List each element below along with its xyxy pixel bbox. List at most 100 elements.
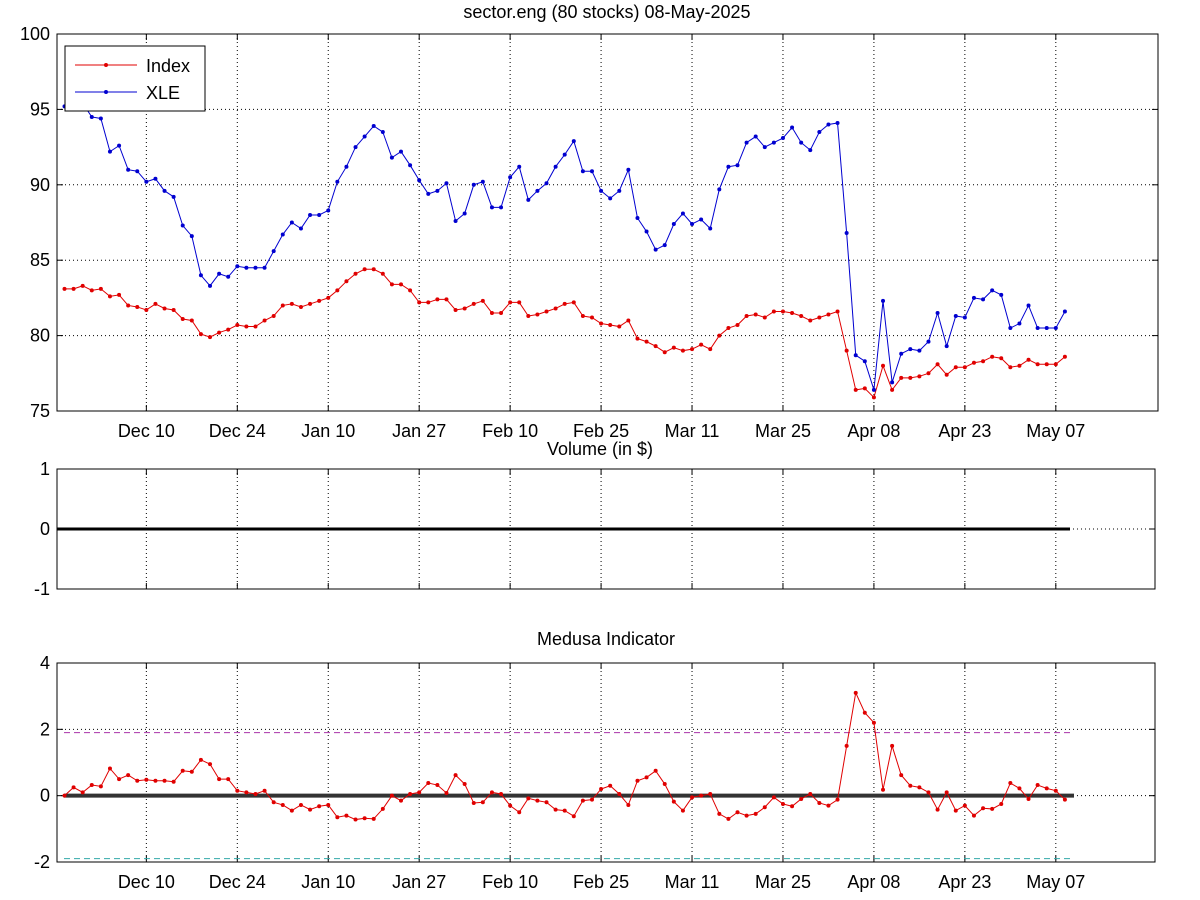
xle-series-point xyxy=(790,125,795,130)
x-tick-label: Feb 10 xyxy=(482,421,538,441)
index-series-point xyxy=(380,271,385,276)
price-y-axis: 75 80 85 90 95 100 xyxy=(20,24,1158,421)
index-series-point xyxy=(135,304,140,309)
xle-series-point xyxy=(762,145,767,150)
medusa-series-point xyxy=(981,806,986,811)
index-series-point xyxy=(535,312,540,317)
xle-series-point xyxy=(553,164,558,169)
xle-series-point xyxy=(280,232,285,237)
medusa-series-point xyxy=(753,811,758,816)
index-series-point xyxy=(1008,365,1013,370)
xle-series-point xyxy=(962,315,967,320)
xle-series-point xyxy=(735,163,740,168)
index-series-point xyxy=(462,306,467,311)
index-series-point xyxy=(189,318,194,323)
medusa-series-point xyxy=(444,791,449,796)
medusa-series-point xyxy=(617,792,622,797)
y-tick-label: -2 xyxy=(34,852,50,872)
medusa-series-point xyxy=(426,781,431,786)
xle-series-point xyxy=(608,196,613,201)
medusa-series-point xyxy=(726,816,731,821)
x-tick-label: Apr 08 xyxy=(847,421,900,441)
index-series-point xyxy=(881,363,886,368)
medusa-series-point xyxy=(80,790,85,795)
medusa-series-point xyxy=(862,710,867,715)
volume-y-axis: -1 0 1 xyxy=(34,459,1155,599)
index-series-point xyxy=(280,303,285,308)
index-series-point xyxy=(344,279,349,284)
medusa-series-point xyxy=(908,783,913,788)
medusa-series-point xyxy=(971,813,976,818)
medusa-series-point xyxy=(380,806,385,811)
xle-series-point xyxy=(862,359,867,364)
medusa-series-point xyxy=(271,800,276,805)
index-series-point xyxy=(162,306,167,311)
medusa-series-point xyxy=(771,795,776,800)
medusa-series-point xyxy=(1008,781,1013,786)
index-series-point xyxy=(271,314,276,318)
index-series-point xyxy=(744,314,749,318)
index-series-point xyxy=(417,300,422,305)
xle-series-point xyxy=(944,344,949,349)
index-series-point xyxy=(917,374,922,379)
index-series-point xyxy=(1026,357,1031,362)
medusa-series-point xyxy=(890,743,895,748)
xle-series-point xyxy=(317,212,322,217)
index-series-point xyxy=(671,345,676,350)
xle-series-point xyxy=(580,169,585,174)
medusa-series-point xyxy=(126,773,131,778)
medusa-series-point xyxy=(198,757,203,762)
xle-series-point xyxy=(871,387,876,392)
medusa-series-point xyxy=(871,720,876,725)
medusa-series-point xyxy=(107,766,112,771)
index-series-point xyxy=(617,324,622,329)
medusa-series-point xyxy=(408,792,413,797)
medusa-series-point xyxy=(353,817,358,822)
index-series-point xyxy=(171,307,176,312)
xle-series-point xyxy=(107,149,112,154)
xle-series-point xyxy=(262,265,267,270)
medusa-series-point xyxy=(935,807,940,812)
medusa-series-point xyxy=(953,808,958,813)
index-series-point xyxy=(735,323,740,328)
medusa-series-point xyxy=(235,788,240,793)
xle-series-point xyxy=(389,155,394,160)
index-series-point xyxy=(635,336,640,341)
index-series-point xyxy=(690,347,695,352)
xle-series-point xyxy=(890,380,895,385)
medusa-series-point xyxy=(317,804,322,809)
index-series-point xyxy=(298,304,303,309)
x-tick-label: May 07 xyxy=(1026,872,1085,892)
xle-series-point xyxy=(126,167,131,172)
medusa-series-point xyxy=(308,807,313,812)
medusa-series-point xyxy=(690,795,695,800)
index-series-point xyxy=(1053,362,1058,367)
medusa-chart-title: Medusa Indicator xyxy=(537,629,675,649)
medusa-series-point xyxy=(62,793,67,798)
index-series-point xyxy=(544,309,549,314)
medusa-series-point xyxy=(1053,788,1058,793)
xle-series-point xyxy=(917,348,922,353)
index-series-point xyxy=(844,348,849,353)
xle-series-point xyxy=(799,140,804,145)
xle-series-point xyxy=(671,222,676,227)
xle-series-point xyxy=(135,169,140,174)
x-tick-label: Feb 25 xyxy=(573,421,629,441)
index-series-point xyxy=(180,317,185,322)
y-tick-label: 0 xyxy=(40,786,50,806)
xle-series-point xyxy=(353,145,358,150)
price-panel: 75 80 85 90 95 100 Dec 10 Dec 24 Jan 10 Jan 27 Fe… xyxy=(20,2,1159,441)
index-series-point xyxy=(335,288,340,293)
medusa-series-point xyxy=(744,813,749,818)
medusa-series-point xyxy=(153,778,158,783)
xle-series-point xyxy=(253,265,258,270)
price-series xyxy=(62,96,1067,400)
medusa-series-point xyxy=(399,798,403,803)
medusa-series-point xyxy=(626,802,631,807)
medusa-series-point xyxy=(117,777,122,782)
index-series-point xyxy=(790,310,795,315)
xle-series-point xyxy=(926,339,931,344)
index-series-point xyxy=(580,314,585,318)
xle-series-point xyxy=(435,188,440,193)
xle-series-point xyxy=(835,120,840,125)
